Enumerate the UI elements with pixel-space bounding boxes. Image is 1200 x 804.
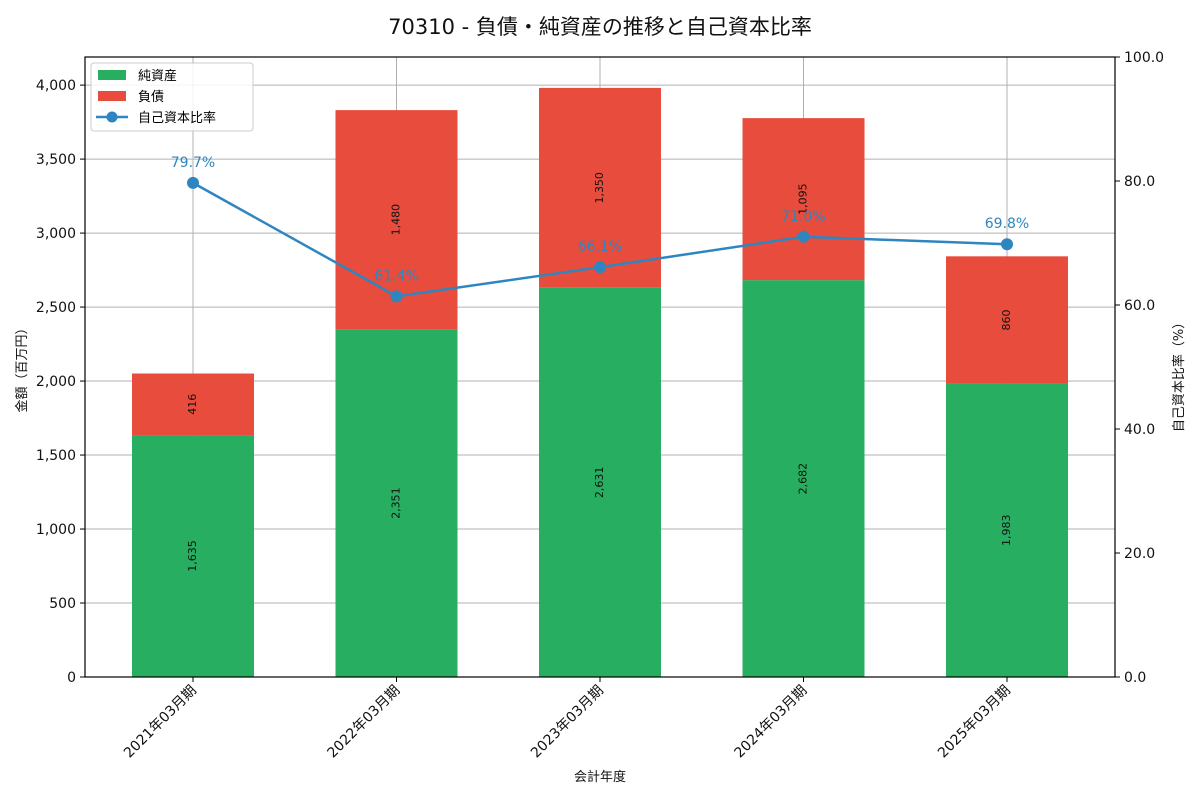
bar-net-assets — [742, 280, 865, 677]
x-tick-label: 2021年03月期 — [121, 683, 200, 762]
equity-ratio-marker — [187, 176, 199, 189]
equity-ratio-label: 71.0% — [781, 209, 825, 225]
bar-label-liabilities: 1,095 — [797, 183, 810, 215]
equity-ratio-marker — [1001, 238, 1013, 251]
x-tick-label: 2025年03月期 — [935, 683, 1014, 762]
legend-swatch-net-assets — [98, 70, 126, 80]
bar-liabilities — [946, 256, 1068, 384]
equity-ratio-marker — [797, 230, 810, 243]
equity-ratio-marker — [594, 261, 606, 274]
chart-title: 70310 - 負債・純資産の推移と自己資本比率 — [388, 15, 812, 39]
bar-net-assets — [132, 435, 254, 677]
equity-ratio-label: 79.7% — [171, 155, 215, 171]
bar-label-net-assets: 1,635 — [186, 540, 199, 572]
bar-series: 1,635 416 2,351 1,480 2,631 1,350 2,682 1,095 1,… — [132, 87, 1068, 677]
bar-net-assets — [335, 329, 458, 677]
legend-marker-equity-ratio — [106, 111, 118, 123]
y-tick-label: 0 — [67, 670, 76, 686]
bar-label-net-assets: 2,682 — [797, 463, 810, 495]
y-tick-label: 1,500 — [36, 448, 76, 464]
y2-tick-label: 40.0 — [1124, 422, 1155, 438]
bar-liabilities — [742, 118, 865, 281]
x-axis-label: 会計年度 — [574, 769, 626, 785]
y-tick-label: 2,000 — [36, 374, 76, 390]
y2-tick-label: 100.0 — [1124, 50, 1164, 66]
y2-tick-label: 80.0 — [1124, 174, 1155, 190]
y-tick-label: 3,000 — [36, 226, 76, 242]
y2-axis-label: 自己資本比率（%） — [1171, 316, 1187, 432]
legend-swatch-liabilities — [98, 91, 126, 101]
equity-ratio-marker — [390, 290, 403, 303]
bar-label-net-assets: 2,351 — [390, 487, 403, 519]
equity-ratio-label: 66.1% — [578, 239, 622, 255]
bar-net-assets — [539, 287, 661, 677]
equity-ratio-label: 69.8% — [985, 216, 1029, 232]
y-tick-label: 4,000 — [36, 78, 76, 94]
y2-tick-label: 20.0 — [1124, 546, 1155, 562]
y-tick-label: 2,500 — [36, 300, 76, 316]
y2-tick-label: 60.0 — [1124, 298, 1155, 314]
y2-tick-label: 0.0 — [1124, 670, 1146, 686]
bar-label-liabilities: 1,350 — [593, 172, 606, 204]
bar-label-liabilities: 416 — [186, 394, 199, 415]
x-tick-label: 2022年03月期 — [325, 683, 404, 762]
y-tick-label: 500 — [49, 596, 76, 612]
legend: 純資産 負債 自己資本比率 — [90, 62, 254, 132]
equity-ratio-line: 79.7% 61.4% 66.1% 71.0% 69.8% — [171, 155, 1029, 303]
bar-liabilities — [132, 373, 254, 436]
bar-label-net-assets: 2,631 — [593, 467, 606, 499]
bar-liabilities — [539, 87, 661, 288]
bar-label-net-assets: 1,983 — [1000, 515, 1013, 547]
y-tick-label: 1,000 — [36, 522, 76, 538]
bar-label-liabilities: 1,480 — [390, 204, 403, 236]
bar-net-assets — [946, 383, 1068, 677]
y-tick-label: 3,500 — [36, 152, 76, 168]
legend-label-liabilities: 負債 — [138, 90, 164, 105]
legend-label-equity-ratio: 自己資本比率 — [138, 110, 216, 126]
y-axis-label: 金額（百万円） — [14, 321, 30, 412]
x-tick-label: 2023年03月期 — [528, 683, 607, 762]
legend-label-net-assets: 純資産 — [138, 68, 177, 84]
x-tick-label: 2024年03月期 — [732, 683, 811, 762]
equity-ratio-label: 61.4% — [374, 268, 418, 284]
bar-label-liabilities: 860 — [1000, 309, 1013, 330]
